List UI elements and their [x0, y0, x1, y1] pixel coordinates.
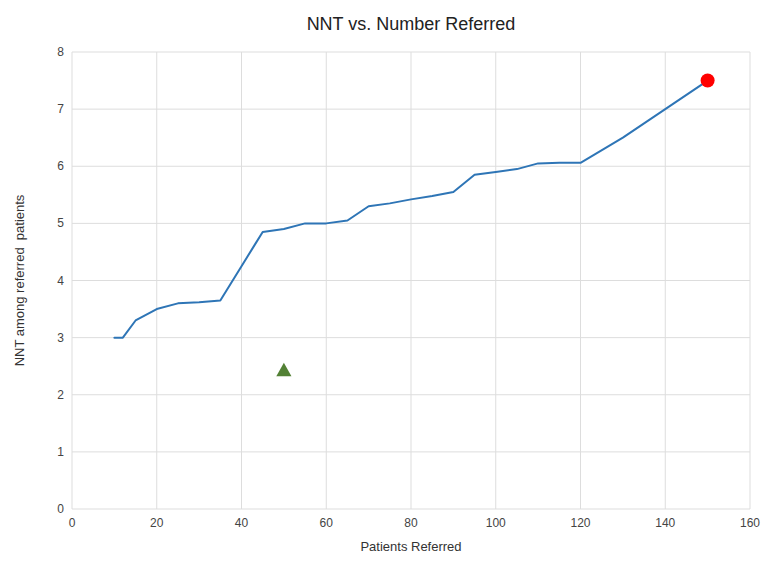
- grid-line-y: [72, 280, 750, 281]
- x-axis-label: Patients Referred: [360, 539, 461, 554]
- grid-line-y: [72, 223, 750, 224]
- y-tick-label: 8: [57, 45, 64, 59]
- line: [114, 81, 707, 338]
- grid-line-y: [72, 394, 750, 395]
- x-tick-label: 40: [235, 516, 249, 530]
- dot-marker: [701, 74, 715, 88]
- y-tick-label: 5: [57, 216, 64, 230]
- x-tick-label: 140: [655, 516, 675, 530]
- y-tick-label: 3: [57, 331, 64, 345]
- grid-line-y: [72, 166, 750, 167]
- x-tick-label: 100: [486, 516, 506, 530]
- y-tick-label: 0: [57, 502, 64, 516]
- grid-line-y: [72, 337, 750, 338]
- x-tick-label: 160: [740, 516, 760, 530]
- chart: 0 20 40 60 80 100 120 140 160 0 1 2 3 4 5 6 7 8 NNT vs. Nu…: [0, 0, 774, 571]
- grid: [72, 52, 750, 509]
- grid-line-y: [72, 109, 750, 110]
- grid-line-y: [72, 52, 750, 53]
- x-tick-label: 0: [69, 516, 76, 530]
- title: NNT vs. Number Referred: [307, 14, 516, 34]
- grid-line-y: [72, 451, 750, 452]
- grid-line-y: [72, 509, 750, 510]
- y-tick-label: 4: [57, 274, 64, 288]
- y-tick-label: 7: [57, 102, 64, 116]
- tick-labels: 0 20 40 60 80 100 120 140 160 0 1 2 3 4 5 6 7 8: [57, 45, 760, 530]
- x-tick-label: 60: [320, 516, 334, 530]
- y-tick-label: 2: [57, 388, 64, 402]
- x-tick-label: 80: [404, 516, 418, 530]
- x-tick-label: 20: [150, 516, 164, 530]
- y-tick-label: 6: [57, 159, 64, 173]
- triangle-marker: [276, 363, 291, 377]
- y-axis-label: NNT among referred patients: [12, 194, 27, 366]
- plot-area: [114, 74, 714, 377]
- y-tick-label: 1: [57, 445, 64, 459]
- x-tick-label: 120: [570, 516, 590, 530]
